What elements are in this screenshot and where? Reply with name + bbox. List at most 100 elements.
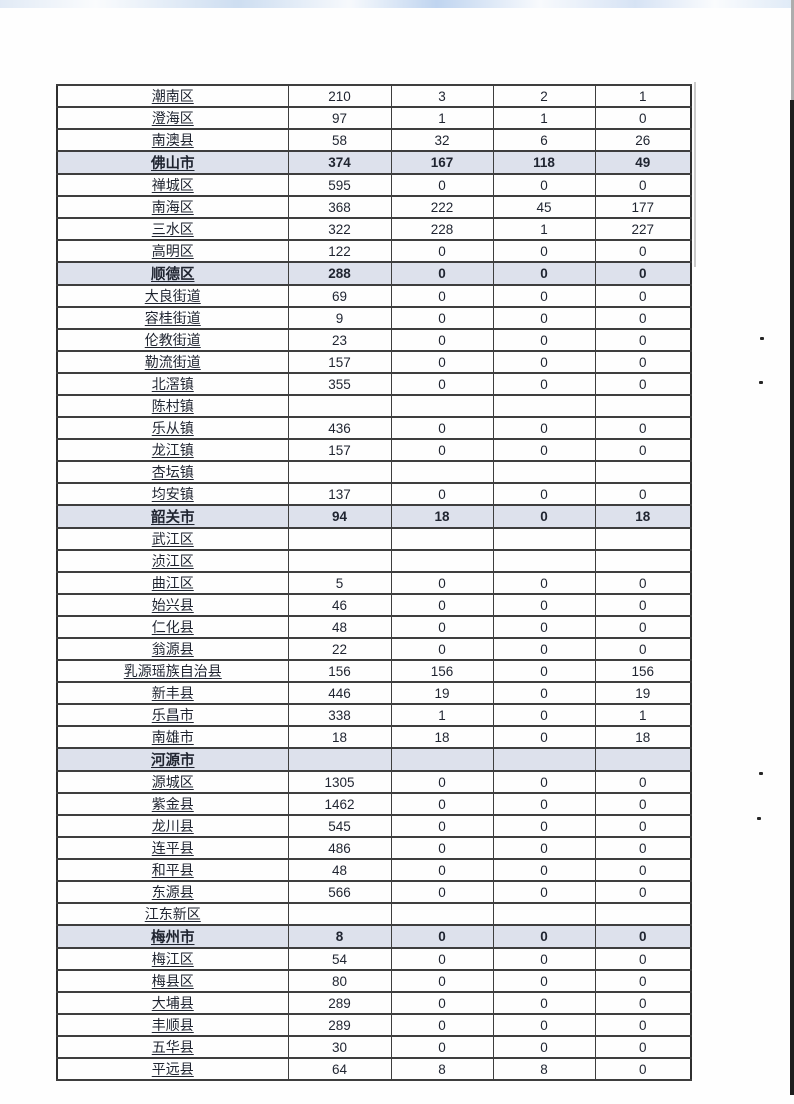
value-cell: 48 xyxy=(287,615,392,639)
region-name-label: 顺德区 xyxy=(151,267,195,283)
value-cell: 210 xyxy=(287,84,392,108)
value-cell: 54 xyxy=(287,947,392,971)
region-name-label: 龙江镇 xyxy=(151,442,194,458)
table-row: 高明区 122 0 0 0 xyxy=(56,239,692,263)
value-cell xyxy=(287,394,392,418)
region-cell: 河源市 xyxy=(56,747,289,772)
value-cell: 0 xyxy=(390,416,494,440)
value-cell: 0 xyxy=(390,947,494,971)
value-cell xyxy=(390,747,494,772)
region-name-label: 北滘镇 xyxy=(151,376,194,392)
value-cell: 0 xyxy=(492,836,596,860)
region-name-label: 龙川县 xyxy=(151,818,194,834)
value-cell: 0 xyxy=(390,969,494,993)
region-name-label: 连平县 xyxy=(151,840,194,856)
region-cell: 高明区 xyxy=(56,239,289,263)
table-row: 曲江区 5 0 0 0 xyxy=(56,571,692,595)
value-cell xyxy=(390,902,494,926)
table-row: 南海区 368 222 45 177 xyxy=(56,195,692,219)
table-row: 武江区 xyxy=(56,527,692,551)
value-cell: 8 xyxy=(390,1057,494,1081)
region-name-label: 容桂街道 xyxy=(144,310,201,326)
value-cell: 0 xyxy=(390,814,494,838)
region-name-label: 紫金县 xyxy=(151,796,194,812)
value-cell: 0 xyxy=(594,615,692,639)
table-row: 梅州市 8 0 0 0 xyxy=(56,924,692,949)
region-name-label: 武江区 xyxy=(151,531,194,547)
value-cell xyxy=(594,902,692,926)
value-cell: 0 xyxy=(594,328,692,352)
value-cell: 0 xyxy=(594,1057,692,1081)
value-cell: 0 xyxy=(390,173,494,197)
value-cell: 0 xyxy=(594,284,692,308)
value-cell: 0 xyxy=(390,924,494,949)
region-cell: 乐从镇 xyxy=(56,416,289,440)
value-cell: 0 xyxy=(390,792,494,816)
region-cell: 梅州市 xyxy=(56,924,289,949)
value-cell: 0 xyxy=(492,438,596,462)
region-cell: 杏坛镇 xyxy=(56,460,289,484)
region-name-label: 梅江区 xyxy=(151,951,194,967)
value-cell: 0 xyxy=(390,991,494,1015)
region-cell: 连平县 xyxy=(56,836,289,860)
value-cell: 6 xyxy=(492,128,596,152)
region-cell: 禅城区 xyxy=(56,173,289,197)
value-cell xyxy=(492,527,596,551)
region-cell: 仁化县 xyxy=(56,615,289,639)
value-cell: 0 xyxy=(594,924,692,949)
value-cell: 58 xyxy=(287,128,392,152)
table-row: 北滘镇 355 0 0 0 xyxy=(56,372,692,396)
table-row: 乐从镇 436 0 0 0 xyxy=(56,416,692,440)
value-cell: 0 xyxy=(492,482,596,506)
region-cell: 澄海区 xyxy=(56,106,289,130)
region-name-label: 翁源县 xyxy=(151,641,194,657)
table-row: 南雄市 18 18 0 18 xyxy=(56,725,692,749)
scan-artifact-dot xyxy=(757,817,761,820)
table-row: 龙江镇 157 0 0 0 xyxy=(56,438,692,462)
region-cell: 大良街道 xyxy=(56,284,289,308)
value-cell: 22 xyxy=(287,637,392,661)
value-cell: 46 xyxy=(287,593,392,617)
table-row: 丰顺县 289 0 0 0 xyxy=(56,1013,692,1037)
value-cell: 97 xyxy=(287,106,392,130)
value-cell: 0 xyxy=(390,880,494,904)
table-row: 潮南区 210 3 2 1 xyxy=(56,84,692,108)
value-cell: 64 xyxy=(287,1057,392,1081)
value-cell: 0 xyxy=(492,770,596,794)
region-cell: 翁源县 xyxy=(56,637,289,661)
value-cell: 0 xyxy=(390,239,494,263)
value-cell: 0 xyxy=(492,239,596,263)
value-cell: 0 xyxy=(492,792,596,816)
region-cell: 和平县 xyxy=(56,858,289,882)
value-cell: 0 xyxy=(390,482,494,506)
value-cell: 1 xyxy=(594,703,692,727)
value-cell: 0 xyxy=(492,924,596,949)
table-row: 乐昌市 338 1 0 1 xyxy=(56,703,692,727)
value-cell: 80 xyxy=(287,969,392,993)
value-cell: 32 xyxy=(390,128,494,152)
table-row: 大良街道 69 0 0 0 xyxy=(56,284,692,308)
region-cell: 曲江区 xyxy=(56,571,289,595)
value-cell: 0 xyxy=(390,372,494,396)
region-cell: 紫金县 xyxy=(56,792,289,816)
value-cell: 0 xyxy=(390,770,494,794)
value-cell: 0 xyxy=(492,814,596,838)
value-cell: 0 xyxy=(594,173,692,197)
region-cell: 龙江镇 xyxy=(56,438,289,462)
value-cell: 0 xyxy=(594,350,692,374)
table-row: 河源市 xyxy=(56,747,692,772)
value-cell: 368 xyxy=(287,195,392,219)
region-name-label: 浈江区 xyxy=(151,553,194,569)
value-cell: 5 xyxy=(287,571,392,595)
table-row: 五华县 30 0 0 0 xyxy=(56,1035,692,1059)
region-name-label: 潮南区 xyxy=(151,88,194,104)
value-cell: 0 xyxy=(594,792,692,816)
table-row: 梅县区 80 0 0 0 xyxy=(56,969,692,993)
region-name-label: 曲江区 xyxy=(151,575,194,591)
region-cell: 伦教街道 xyxy=(56,328,289,352)
value-cell xyxy=(594,460,692,484)
value-cell: 0 xyxy=(492,659,596,683)
value-cell: 18 xyxy=(594,725,692,749)
value-cell: 0 xyxy=(594,969,692,993)
